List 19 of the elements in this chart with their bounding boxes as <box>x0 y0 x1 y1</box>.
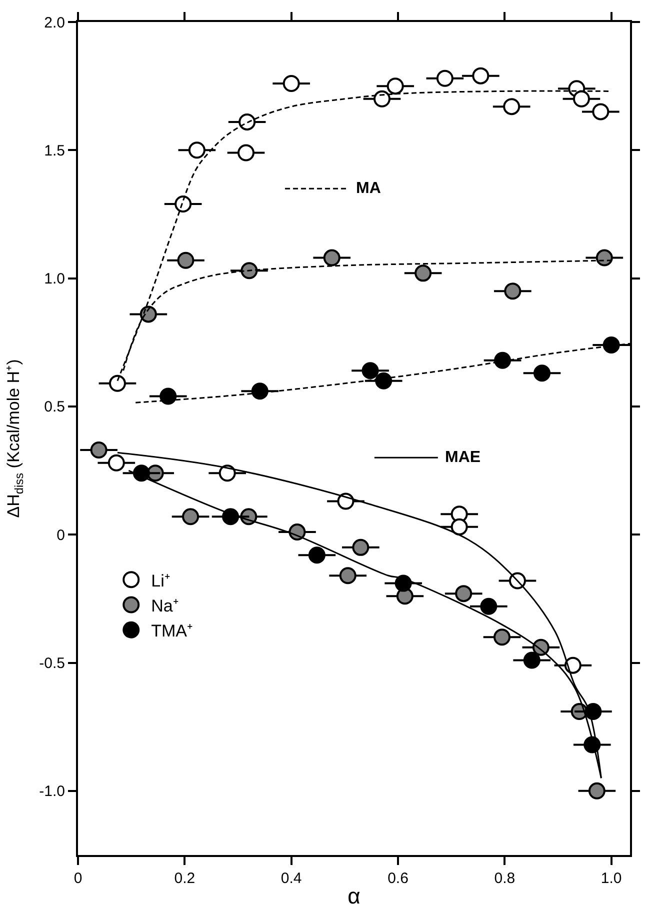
x-tick-label: 1.0 <box>600 870 622 887</box>
y-tick-label: -1.0 <box>39 783 65 800</box>
x-tick-label: 0.8 <box>494 870 516 887</box>
y-tick-label: 2.0 <box>44 14 65 32</box>
legend-label: Li⁺ <box>151 571 170 590</box>
x-tick-label: 0.4 <box>280 870 302 887</box>
y-tick-label: 0.5 <box>44 398 65 416</box>
y-tick-label: 1.5 <box>44 142 65 160</box>
y-tick-label: 0 <box>56 526 65 544</box>
annotation: MAE <box>445 449 481 466</box>
x-tick-label: 0.6 <box>388 870 408 887</box>
legend-label: Na⁺ <box>151 596 179 616</box>
y-tick-label: -0.5 <box>39 655 65 672</box>
annotation: MA <box>356 180 382 197</box>
x-tick-label: 0 <box>74 870 82 887</box>
x-tick-label: 0.2 <box>174 870 196 887</box>
y-tick-label: 1.0 <box>44 270 65 288</box>
legend-label: TMA⁺ <box>151 621 194 640</box>
x-axis-title: α <box>348 883 361 908</box>
